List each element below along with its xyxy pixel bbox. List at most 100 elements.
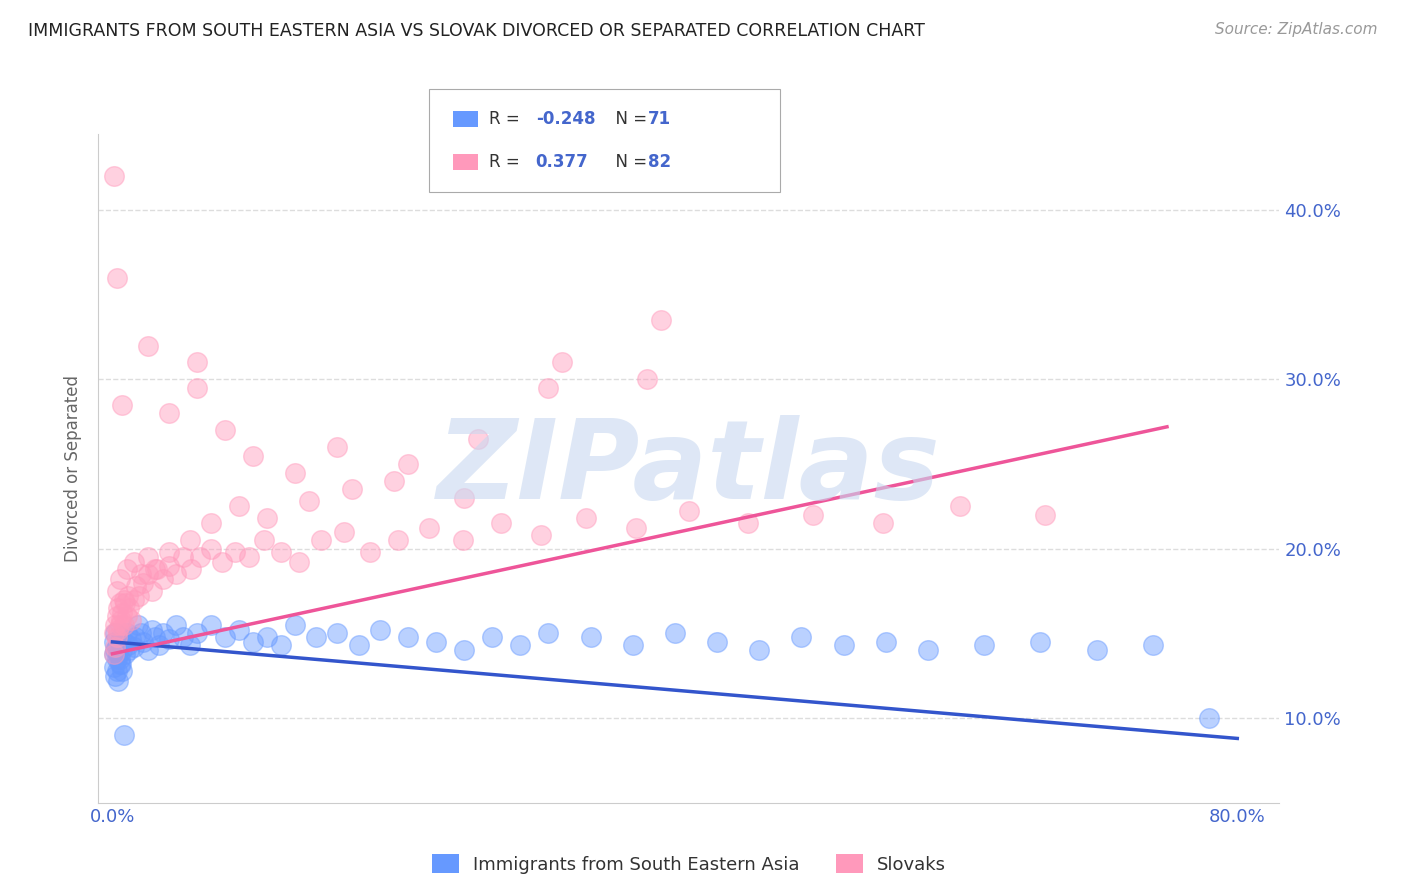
Point [186,355,208,369]
Point [284,618,307,632]
Point [105,630,128,644]
Point [453,643,475,657]
Point [242,635,264,649]
Point [973,638,995,652]
Point [537,381,560,395]
Point [104,618,127,632]
Point [575,511,598,525]
Point [141,623,163,637]
Point [107,601,129,615]
Point [481,630,503,644]
Point [112,618,135,632]
Point [186,381,208,395]
Point [143,630,166,644]
Point [136,643,159,657]
Point [288,555,311,569]
Point [537,626,560,640]
Point [200,541,222,556]
Point [103,647,125,661]
Point [110,613,132,627]
Point [108,652,131,666]
Point [129,567,152,582]
Point [214,630,236,644]
Point [530,528,553,542]
Point [242,449,264,463]
Point [148,638,170,652]
Point [228,500,250,514]
Point [368,623,391,637]
Point [104,669,127,683]
Point [103,660,125,674]
Point [396,630,419,644]
Point [107,647,129,661]
Point [875,635,897,649]
Point [172,630,194,644]
Legend: Immigrants from South Eastern Asia, Slovaks: Immigrants from South Eastern Asia, Slov… [425,847,953,880]
Point [650,313,672,327]
Point [790,630,813,644]
Point [551,355,574,369]
Point [111,664,134,678]
Text: Source: ZipAtlas.com: Source: ZipAtlas.com [1215,22,1378,37]
Point [387,533,409,548]
Point [108,618,131,632]
Point [118,601,141,615]
Point [120,632,142,646]
Y-axis label: Divorced or Separated: Divorced or Separated [65,375,83,562]
Text: 0.377: 0.377 [536,153,589,171]
Point [103,635,125,649]
Point [104,640,127,654]
Point [453,491,475,505]
Point [706,635,728,649]
Point [110,630,132,644]
Point [103,626,125,640]
Point [270,545,292,559]
Text: N =: N = [605,110,652,128]
Point [284,466,307,480]
Point [105,584,128,599]
Point [136,338,159,352]
Point [117,638,139,652]
Point [132,575,155,590]
Point [579,630,602,644]
Point [115,626,138,640]
Point [333,524,356,539]
Point [636,372,658,386]
Point [103,169,125,183]
Point [104,626,127,640]
Text: R =: R = [489,110,526,128]
Point [157,406,180,420]
Point [107,623,129,637]
Point [105,652,128,666]
Point [157,558,180,573]
Point [347,638,370,652]
Point [186,626,208,640]
Point [309,533,332,548]
Text: R =: R = [489,153,526,171]
Point [157,545,180,559]
Point [224,545,246,559]
Point [425,635,447,649]
Point [122,592,145,607]
Text: IMMIGRANTS FROM SOUTH EASTERN ASIA VS SLOVAK DIVORCED OR SEPARATED CORRELATION C: IMMIGRANTS FROM SOUTH EASTERN ASIA VS SL… [28,22,925,40]
Point [340,483,363,497]
Point [103,647,125,661]
Point [108,596,131,610]
Point [298,494,321,508]
Point [143,562,166,576]
Point [132,635,155,649]
Point [467,432,489,446]
Point [188,550,211,565]
Point [112,728,135,742]
Point [122,555,145,569]
Point [624,521,647,535]
Point [165,618,187,632]
Point [326,440,349,454]
Point [238,550,260,565]
Point [305,630,328,644]
Point [127,618,149,632]
Point [396,457,419,471]
Text: N =: N = [605,153,652,171]
Point [107,673,129,688]
Point [146,562,169,576]
